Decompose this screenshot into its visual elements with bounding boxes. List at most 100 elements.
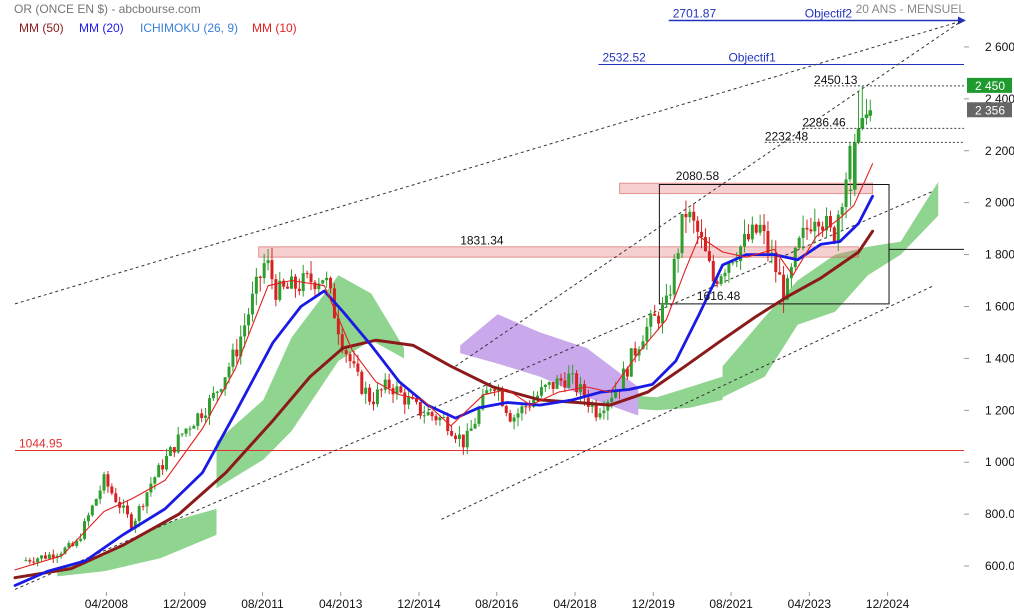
mm20-line	[13, 194, 874, 587]
candle-body-125	[512, 417, 516, 422]
candle-body-208	[836, 214, 840, 242]
trend-line-3	[441, 285, 934, 520]
candle-body-135	[551, 382, 555, 389]
candle-body-29	[137, 506, 141, 521]
candle-body-199	[801, 227, 805, 238]
price-badge-label-1: 2 356	[975, 103, 1005, 117]
candle-body-93	[387, 379, 391, 389]
y-tick-label-4: 1 400	[985, 351, 1014, 365]
legend-mm50: MM (50)	[19, 21, 64, 35]
level-label-0: 2450.13	[814, 73, 858, 87]
candle-body-170	[688, 211, 692, 218]
candle-body-166	[672, 258, 676, 295]
candle-body-128	[524, 406, 528, 408]
candle-body-154	[625, 368, 629, 377]
candle-body-84	[352, 361, 356, 364]
candle-body-69	[293, 276, 297, 289]
candle-body-87	[364, 387, 368, 394]
candle-body-2	[32, 561, 36, 563]
candle-body-5	[43, 555, 47, 559]
candle-body-96	[399, 386, 403, 393]
candle-body-85	[356, 363, 360, 372]
candle-body-43	[192, 425, 196, 429]
candle-body-77	[325, 277, 329, 281]
candle-body-139	[567, 373, 571, 388]
level-label-3: 2080.58	[676, 169, 720, 183]
candle-body-173	[700, 231, 704, 238]
candle-body-112	[461, 434, 465, 448]
candle-body-78	[329, 277, 333, 289]
candle-body-168	[680, 213, 684, 254]
candle-body-203	[817, 221, 821, 227]
candle-body-197	[793, 247, 797, 268]
candle-body-106	[438, 417, 442, 421]
candle-body-150	[610, 397, 614, 402]
candle-body-45	[200, 413, 204, 418]
candle-body-158	[641, 341, 645, 350]
candle-body-193	[778, 272, 782, 275]
candle-body-111	[457, 434, 461, 440]
candle-body-129	[528, 406, 532, 408]
candle-body-132	[539, 387, 543, 396]
candle-body-123	[504, 406, 508, 414]
candle-body-80	[336, 318, 340, 335]
level-value-0: 2701.87	[673, 6, 717, 20]
x-tick-label-2: 08/2011	[241, 597, 284, 611]
level-label-2: 2232.48	[765, 129, 809, 143]
candle-body-34	[157, 465, 161, 478]
candle-body-201	[809, 229, 813, 232]
candle-body-140	[571, 373, 575, 375]
candle-body-6	[47, 554, 51, 559]
candle-body-39	[176, 434, 180, 453]
candle-body-175	[707, 251, 711, 261]
candle-body-145	[590, 404, 594, 407]
candle-body-162	[657, 315, 661, 324]
candle-body-57	[247, 314, 251, 326]
last-candle-body-3	[860, 118, 865, 129]
candle-body-180	[727, 263, 731, 273]
last-candle-body-4	[864, 114, 869, 119]
candle-body-186	[750, 224, 754, 240]
candle-body-14	[79, 538, 83, 541]
x-tick-label-1: 12/2009	[163, 597, 207, 611]
candle-body-133	[543, 384, 547, 388]
candle-body-38	[172, 447, 176, 453]
candle-body-97	[403, 392, 407, 405]
candle-body-137	[559, 378, 563, 381]
candle-body-53	[231, 349, 235, 367]
candle-body-40	[180, 433, 184, 435]
x-tick-label-0: 04/2008	[85, 597, 129, 611]
candle-body-30	[141, 506, 145, 508]
candle-body-174	[703, 237, 707, 252]
candle-body-189	[762, 224, 766, 232]
moving-averages	[13, 163, 875, 587]
candle-body-88	[368, 387, 372, 402]
candle-body-27	[129, 514, 133, 529]
candle-body-62	[266, 260, 270, 264]
candle-body-41	[184, 428, 188, 434]
candle-body-169	[684, 213, 688, 218]
candle-body-202	[813, 221, 817, 232]
resistance-zones	[258, 182, 874, 258]
candle-body-68	[289, 276, 293, 289]
candle-body-183	[739, 246, 743, 261]
x-tick-label-3: 04/2013	[319, 597, 363, 611]
candle-body-83	[348, 354, 352, 362]
y-tick-label-0: 600.0	[985, 559, 1014, 573]
candle-body-105	[434, 416, 438, 421]
candle-body-107	[442, 417, 446, 419]
candle-body-138	[563, 380, 567, 388]
legend-ichimoku: ICHIMOKU (26, 9)	[140, 21, 239, 35]
last-candle-body-1	[853, 142, 857, 190]
candle-body-76	[321, 280, 325, 284]
candle-body-26	[125, 505, 129, 515]
candle-body-104	[430, 412, 434, 417]
candle-body-127	[520, 406, 524, 414]
last-candle-body-0	[848, 189, 853, 191]
candle-body-11	[67, 543, 71, 548]
candle-body-47	[207, 398, 211, 416]
candle-body-4	[40, 555, 44, 559]
candle-body-113	[465, 430, 469, 448]
candle-body-17	[90, 505, 94, 516]
candle-body-72	[305, 273, 309, 275]
